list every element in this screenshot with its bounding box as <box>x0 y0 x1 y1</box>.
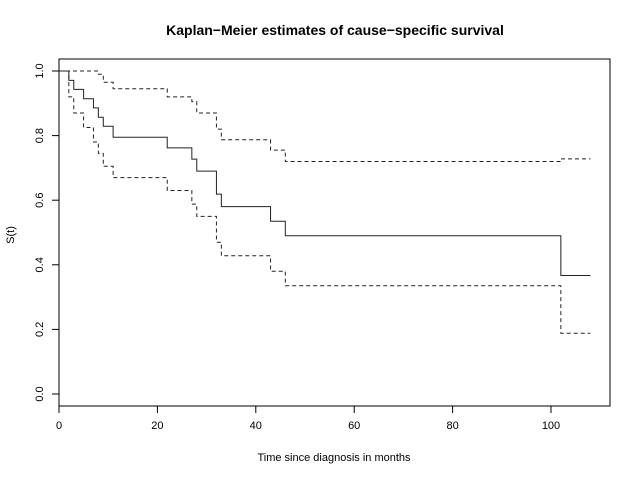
confidence-band-line-2 <box>59 70 591 334</box>
x-tick-label: 20 <box>151 420 163 432</box>
y-axis-label: S(t) <box>5 226 17 244</box>
y-axis: 0.0 0.2 0.4 0.6 0.8 1.0 <box>34 63 59 402</box>
x-tick-label: 80 <box>446 420 458 432</box>
x-axis: 0 20 40 60 80 100 <box>56 406 560 432</box>
survival-estimate-line <box>59 70 591 276</box>
y-tick-label: 0.2 <box>34 322 46 337</box>
y-tick-label: 0.6 <box>34 193 46 208</box>
y-tick-label: 0.8 <box>34 128 46 143</box>
x-tick-label: 0 <box>56 420 62 432</box>
x-tick-label: 60 <box>348 420 360 432</box>
plot-frame <box>58 58 611 407</box>
x-tick-label: 100 <box>542 420 560 432</box>
series-layer <box>59 70 591 334</box>
y-tick-label: 1.0 <box>34 63 46 78</box>
y-tick-label: 0.0 <box>34 386 46 401</box>
x-axis-label: Time since diagnosis in months <box>257 452 411 464</box>
chart-title: Kaplan−Meier estimates of cause−specific… <box>166 22 504 38</box>
confidence-band-line-1 <box>59 70 591 162</box>
x-tick-label: 40 <box>250 420 262 432</box>
y-tick-label: 0.4 <box>34 257 46 272</box>
